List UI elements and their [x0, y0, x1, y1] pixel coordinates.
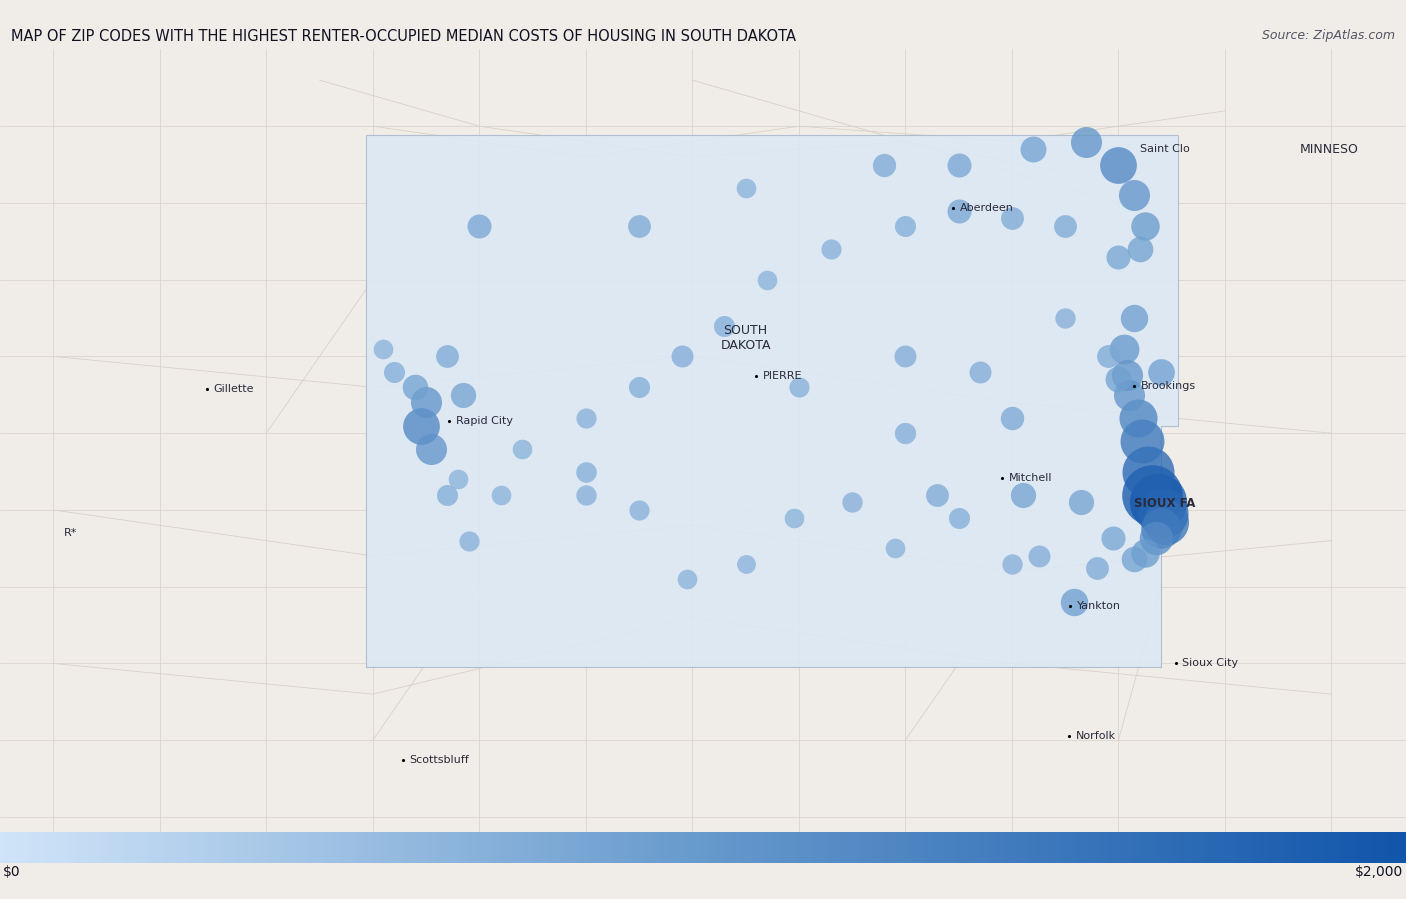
Point: [1126, 411, 1149, 425]
Point: [713, 318, 735, 333]
Point: [1137, 465, 1160, 479]
Text: Aberdeen: Aberdeen: [960, 203, 1014, 213]
Point: [1146, 495, 1168, 510]
Point: [948, 157, 970, 172]
Text: Sioux City: Sioux City: [1182, 658, 1239, 669]
Point: [510, 441, 533, 456]
Text: $0: $0: [3, 865, 21, 879]
Point: [1085, 561, 1108, 575]
Point: [676, 572, 699, 586]
Polygon shape: [367, 136, 1178, 666]
Point: [820, 242, 842, 256]
Point: [404, 380, 426, 395]
Point: [1028, 548, 1050, 563]
Point: [415, 396, 437, 410]
Point: [1133, 218, 1156, 233]
Point: [436, 487, 458, 502]
Point: [969, 365, 991, 379]
Point: [1118, 387, 1140, 402]
Point: [1054, 218, 1077, 233]
Point: [1107, 157, 1129, 172]
Text: Rapid City: Rapid City: [456, 416, 513, 426]
Point: [1133, 546, 1156, 560]
Point: [1107, 372, 1129, 387]
Point: [948, 511, 970, 525]
Point: [447, 472, 470, 486]
Point: [1001, 411, 1024, 425]
Point: [894, 218, 917, 233]
Point: [671, 349, 693, 363]
Point: [575, 465, 598, 479]
Text: Source: ZipAtlas.com: Source: ZipAtlas.com: [1261, 29, 1395, 41]
Point: [436, 349, 458, 363]
Point: [1011, 487, 1033, 502]
Point: [1102, 530, 1125, 545]
Point: [1112, 342, 1135, 356]
Point: [894, 426, 917, 441]
Point: [575, 411, 598, 425]
Text: Norfolk: Norfolk: [1076, 731, 1116, 741]
Point: [1156, 515, 1178, 530]
Point: [883, 541, 905, 556]
Point: [1142, 487, 1164, 502]
Point: [1001, 211, 1024, 226]
Point: [734, 181, 756, 195]
Text: MAP OF ZIP CODES WITH THE HIGHEST RENTER-OCCUPIED MEDIAN COSTS OF HOUSING IN SOU: MAP OF ZIP CODES WITH THE HIGHEST RENTER…: [11, 29, 796, 44]
Point: [628, 380, 651, 395]
Point: [1144, 530, 1167, 545]
Point: [755, 272, 778, 287]
Point: [927, 487, 949, 502]
Point: [628, 503, 651, 517]
Point: [734, 556, 756, 571]
Point: [373, 342, 395, 356]
Point: [628, 218, 651, 233]
Text: Brookings: Brookings: [1140, 380, 1197, 390]
Text: Scottsbluff: Scottsbluff: [409, 755, 468, 765]
Point: [948, 203, 970, 218]
Point: [1150, 365, 1173, 379]
Point: [894, 349, 917, 363]
Point: [787, 380, 810, 395]
Point: [1107, 250, 1129, 264]
Point: [420, 441, 443, 456]
Text: Mitchell: Mitchell: [1008, 473, 1052, 483]
Text: R*: R*: [63, 528, 77, 538]
Point: [382, 365, 405, 379]
Point: [468, 218, 491, 233]
Text: SOUTH
DAKOTA: SOUTH DAKOTA: [720, 324, 770, 352]
Text: Saint Clo: Saint Clo: [1140, 144, 1189, 155]
Text: $2,000: $2,000: [1355, 865, 1403, 879]
Point: [1001, 556, 1024, 571]
Point: [1123, 188, 1146, 202]
Point: [782, 511, 804, 525]
Text: Gillette: Gillette: [214, 384, 253, 394]
Point: [1054, 311, 1077, 325]
Point: [1070, 495, 1092, 510]
Point: [1130, 433, 1153, 448]
Point: [1150, 521, 1173, 536]
Point: [453, 387, 475, 402]
Point: [1123, 311, 1146, 325]
Point: [873, 157, 896, 172]
Point: [1116, 368, 1139, 382]
Text: PIERRE: PIERRE: [762, 371, 803, 381]
Point: [575, 487, 598, 502]
Point: [841, 495, 863, 510]
Point: [489, 487, 512, 502]
Text: MINNESO: MINNESO: [1299, 143, 1358, 156]
Point: [1063, 595, 1085, 610]
Point: [1097, 349, 1119, 363]
Point: [1022, 142, 1045, 156]
Point: [1129, 242, 1152, 256]
Point: [1076, 134, 1098, 148]
Text: Yankton: Yankton: [1077, 601, 1121, 611]
Point: [457, 533, 479, 547]
Point: [1152, 506, 1174, 521]
Point: [409, 418, 432, 432]
Point: [1123, 552, 1146, 566]
Text: SIOUX FA: SIOUX FA: [1135, 497, 1195, 511]
